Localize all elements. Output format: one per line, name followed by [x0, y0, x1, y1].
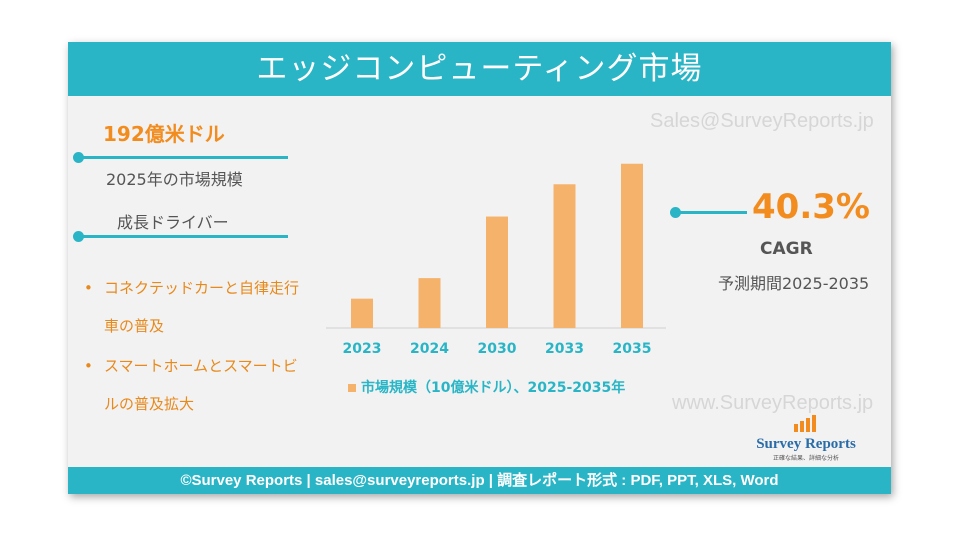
watermark-email: Sales@SurveyReports.jp — [650, 110, 874, 132]
cagr-value: 40.3% — [752, 187, 870, 227]
driver-item-2-line-1: スマートホームとスマートビ — [104, 357, 298, 375]
market-size-label: 2025年の市場規模 — [106, 170, 243, 189]
chart-legend: 市場規模（10億米ドル）、2025-2035年 — [348, 377, 625, 397]
logo-tagline: 正確な結果、詳細な分析 — [772, 455, 839, 462]
cagr-line — [675, 211, 747, 214]
driver-item-1-line-1: コネクテッドカーと自律走行 — [104, 279, 300, 297]
bullet-icon: • — [84, 357, 93, 375]
driver-item-1: • コネクテッドカーと自律走行 車の普及 — [84, 269, 300, 345]
watermark-url: www.SurveyReports.jp — [672, 392, 874, 414]
driver-item-1-line-2: 車の普及 — [104, 317, 165, 335]
bar-2023 — [351, 298, 373, 328]
footer-bar: ©Survey Reports | sales@surveyreports.jp… — [68, 467, 891, 494]
x-tick-label-2030: 2030 — [478, 341, 517, 357]
x-tick-label-2035: 2035 — [613, 341, 652, 357]
growth-drivers-title: 成長ドライバー — [117, 213, 229, 232]
survey-reports-logo: Survey Reports 正確な結果、詳細な分析 — [746, 414, 866, 462]
metric-divider — [78, 156, 288, 159]
market-size-value: 192億米ドル — [103, 122, 225, 146]
bullet-icon: • — [84, 279, 93, 297]
logo-name: Survey Reports — [756, 436, 856, 452]
bar-2030 — [486, 216, 508, 328]
x-tick-label-2024: 2024 — [410, 341, 449, 357]
forecast-period: 予測期間2025-2035 — [718, 274, 870, 293]
x-tick-label-2023: 2023 — [343, 341, 382, 357]
bar-2024 — [418, 278, 441, 328]
cagr-label: CAGR — [760, 239, 813, 259]
driver-item-2: • スマートホームとスマートビ ルの普及拡大 — [84, 347, 298, 423]
x-tick-label-2033: 2033 — [545, 341, 584, 357]
market-size-bar-chart: 2023 2024 2030 2033 2035 — [326, 163, 666, 357]
legend-label: 市場規模（10億米ドル）、2025-2035年 — [361, 380, 626, 396]
bar-2033 — [553, 184, 576, 328]
infographic-card: エッジコンピューティング市場 Sales@SurveyReports.jp ww… — [68, 42, 891, 494]
bar-2035 — [621, 163, 643, 328]
page-title: エッジコンピューティング市場 — [68, 42, 891, 96]
logo-bars-icon — [794, 415, 816, 432]
drivers-divider — [78, 235, 288, 238]
driver-item-2-line-2: ルの普及拡大 — [104, 395, 195, 413]
legend-swatch — [348, 384, 356, 392]
